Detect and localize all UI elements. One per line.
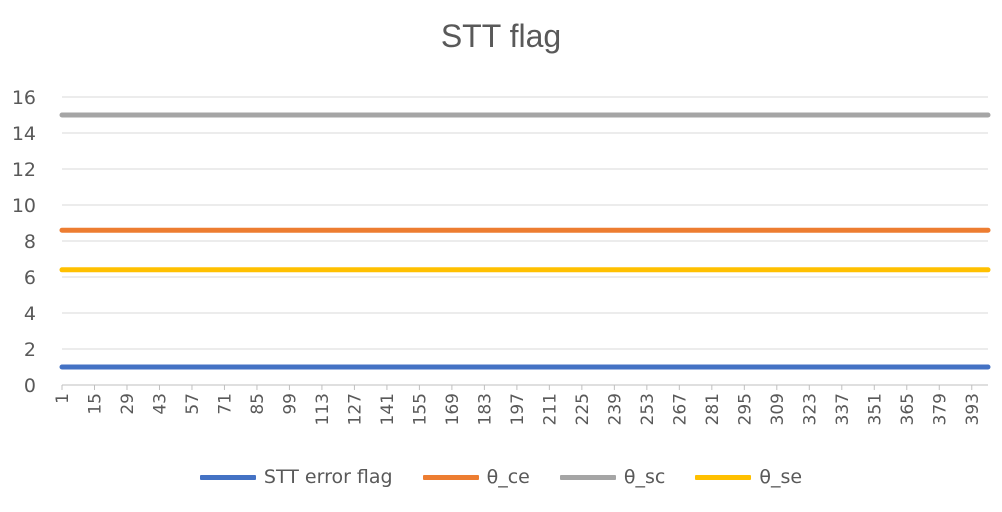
legend-label: STT error flag <box>263 466 393 488</box>
chart-title: STT flag <box>440 18 562 54</box>
x-tick-label: 155 <box>410 393 430 425</box>
x-tick-label: 127 <box>345 393 365 425</box>
y-tick-label: 6 <box>24 267 36 289</box>
x-tick-label: 197 <box>508 393 528 425</box>
x-tick-label: 323 <box>800 393 820 425</box>
x-tick-label: 211 <box>540 393 560 425</box>
y-tick-label: 10 <box>12 195 36 217</box>
x-tick-label: 57 <box>183 393 203 415</box>
x-tick-label: 225 <box>573 393 593 425</box>
y-tick-label: 12 <box>12 159 36 181</box>
y-tick-label: 4 <box>24 303 36 325</box>
x-tick-label: 253 <box>638 393 658 425</box>
x-tick-label: 99 <box>280 393 300 415</box>
x-tick-label: 351 <box>865 393 885 425</box>
x-tick-label: 239 <box>605 393 625 425</box>
x-tick-label: 141 <box>378 393 398 425</box>
x-tick-label: 113 <box>313 393 333 425</box>
x-tick-label: 267 <box>670 393 690 425</box>
y-tick-label: 2 <box>24 339 36 361</box>
x-tick-label: 169 <box>443 393 463 425</box>
plot-area: 0 2 4 6 8 10 12 14 16 1 15 29 43 57 71 85 99 113 127 141 155… <box>12 87 991 425</box>
y-tick-label: 0 <box>24 375 36 397</box>
x-tick-label: 337 <box>833 393 853 425</box>
x-tick-label: 281 <box>703 393 723 425</box>
legend-label: θ_se <box>759 466 803 488</box>
x-tick-label: 43 <box>150 393 170 415</box>
legend-item: θ_ce <box>422 466 530 488</box>
x-tick-label: 393 <box>963 393 983 425</box>
y-tick-label: 16 <box>12 87 36 109</box>
x-tick-label: 379 <box>930 393 950 425</box>
y-tick-label: 8 <box>24 231 36 253</box>
y-tick-label: 14 <box>12 123 36 145</box>
x-tick-label: 15 <box>85 393 105 415</box>
x-tick-label: 183 <box>475 393 495 425</box>
x-tick-label: 309 <box>768 393 788 425</box>
legend-item: θ_sc <box>559 466 666 488</box>
legend-swatch <box>422 474 479 480</box>
legend-swatch <box>199 474 256 480</box>
legend-swatch <box>695 474 752 480</box>
x-tick-label: 29 <box>118 393 138 415</box>
legend-item: STT error flag <box>199 466 393 488</box>
x-tick-label: 295 <box>735 393 755 425</box>
x-tick-label: 85 <box>248 393 268 415</box>
x-tick-label: 365 <box>898 393 918 425</box>
legend-swatch <box>559 474 616 480</box>
legend: STT error flag θ_ce θ_sc θ_se <box>0 466 1002 488</box>
x-tick-label: 71 <box>215 393 235 415</box>
legend-item: θ_se <box>695 466 802 488</box>
legend-label: θ_ce <box>486 466 530 488</box>
x-tick-label: 1 <box>53 393 73 404</box>
legend-label: θ_sc <box>623 466 666 488</box>
